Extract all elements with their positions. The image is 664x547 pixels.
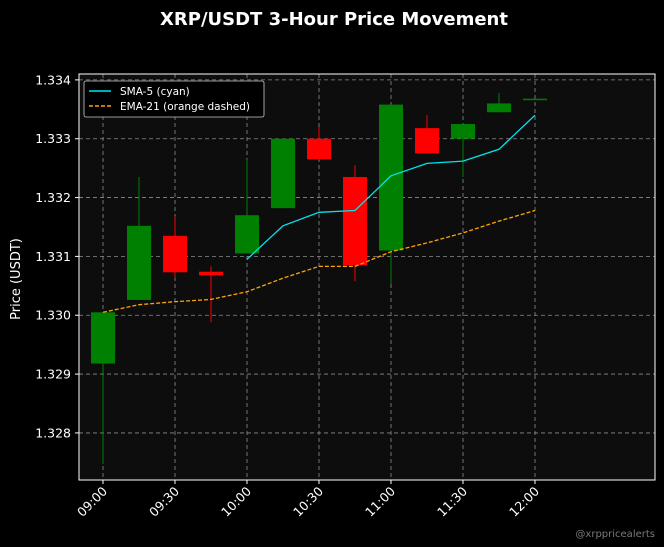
candle-body [379,104,403,251]
x-tick-label: 10:00 [218,483,254,519]
y-axis-label: Price (USDT) [9,238,24,320]
watermark: @xrppricealerts [575,529,655,540]
x-tick-label: 11:00 [362,483,398,519]
candle-body [415,128,439,154]
x-tick-label: 11:30 [434,483,470,519]
y-tick-label: 1.333 [35,131,71,146]
candle-body [163,235,187,273]
legend: SMA-5 (cyan) EMA-21 (orange dashed) [83,80,265,118]
legend-label-sma: SMA-5 (cyan) [120,86,190,98]
candle-body [199,271,223,276]
candle-body [343,176,367,266]
candle-body [523,98,547,101]
y-tick-label: 1.330 [35,308,71,323]
candle-body [127,225,151,300]
x-tick-label: 09:30 [146,483,182,519]
x-tick-label: 09:00 [74,483,110,519]
candle-body [271,138,295,209]
y-tick-label: 1.332 [35,190,71,205]
y-tick-label: 1.331 [35,249,71,264]
legend-label-ema: EMA-21 (orange dashed) [120,101,250,113]
indicator-lines [102,114,536,313]
ema-line [102,209,536,313]
candle-body [235,215,259,254]
legend-box [83,80,265,118]
candle-body [451,124,475,139]
plot-frame [78,73,656,481]
candle-body [307,138,331,160]
plot-area [79,74,655,480]
y-tick-label: 1.334 [35,72,71,87]
x-tick-label: 10:30 [290,483,326,519]
x-tick-label: 12:00 [506,483,542,519]
y-tick-label: 1.328 [35,425,71,440]
candle-body [487,103,511,113]
candle-body [91,312,115,364]
y-tick-label: 1.329 [35,367,71,382]
grid-lines [79,74,655,480]
sma-line [246,114,536,260]
chart-title: XRP/USDT 3-Hour Price Movement [160,9,508,30]
candles [91,92,547,465]
